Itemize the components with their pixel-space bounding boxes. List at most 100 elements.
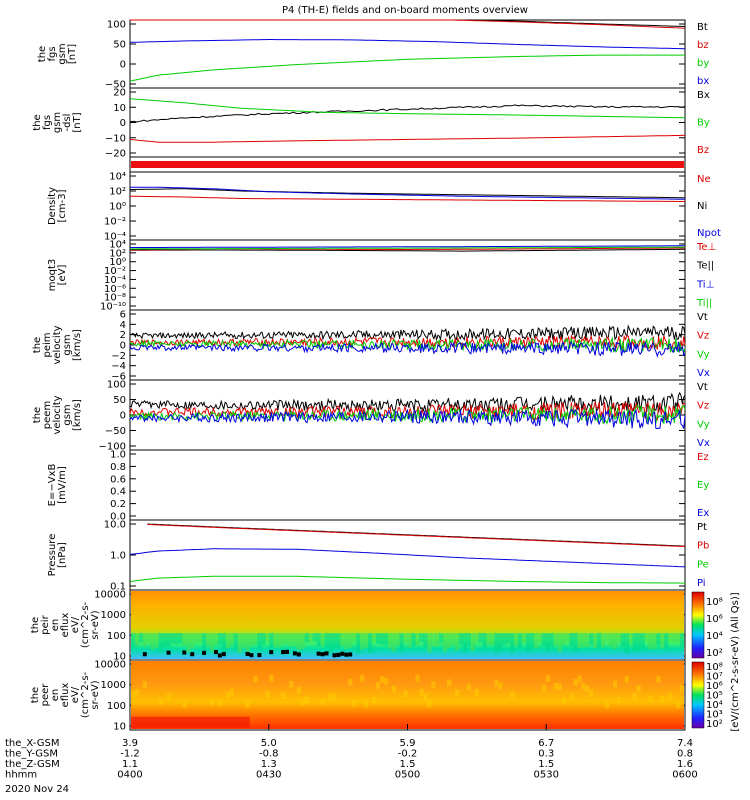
ytick-label: −100 <box>99 442 126 453</box>
spectrogram-cell <box>296 633 302 651</box>
spectrogram-cell <box>644 633 649 642</box>
spectrogram-cell <box>668 693 673 700</box>
series-line-by <box>129 54 685 82</box>
ytick-label: 10⁻⁴ <box>104 232 126 243</box>
legend-label: Bt <box>697 22 708 33</box>
spectrogram-cell <box>162 633 167 647</box>
spectrogram-cell <box>612 680 618 688</box>
ytick-label: 6 <box>120 310 126 321</box>
spectrogram-cell <box>296 652 301 657</box>
ytick-label: 10⁰ <box>109 257 126 268</box>
spectrogram-cell <box>608 633 614 647</box>
spectrogram-cell <box>502 633 507 645</box>
spectrogram-cell <box>289 633 294 647</box>
spectrogram-cell <box>142 716 148 728</box>
spectrogram-cell <box>213 716 219 728</box>
spectrogram-cell <box>466 633 471 646</box>
spectrogram-cell <box>304 633 310 643</box>
colorbar-tick: 10² <box>706 648 723 659</box>
spectrogram-cell <box>395 633 400 646</box>
xaxis-row-label: hhmm <box>5 770 37 781</box>
spectrogram-cell <box>597 633 602 649</box>
xaxis-value: 6.7 <box>538 738 554 749</box>
spectrogram-cell <box>387 633 392 649</box>
spectrogram-cell <box>411 633 416 647</box>
flag-bar <box>131 161 684 168</box>
ytick-label: 10000 <box>94 660 126 671</box>
panel-ylabel: [km/s] <box>72 329 83 361</box>
ytick-label: 50 <box>113 395 126 406</box>
spectrogram-cell <box>526 633 531 652</box>
spectrogram-cell <box>312 633 317 642</box>
ytick-label: 1000 <box>101 610 126 621</box>
ytick-label: 10⁻² <box>104 266 126 277</box>
spectrogram-cell <box>186 633 191 653</box>
spectrogram-cell <box>581 682 586 690</box>
panel-ylabel: gsm <box>57 43 68 64</box>
panel-frame <box>129 171 686 241</box>
legend-label: Vz <box>697 401 709 412</box>
spectrogram-cell <box>245 633 250 654</box>
legend-label: Ex <box>697 508 709 519</box>
legend-label: Bz <box>697 145 709 156</box>
spectrogram-cell <box>336 652 341 657</box>
spectrogram-cell <box>672 633 677 643</box>
spectrogram-cell <box>249 653 254 658</box>
spectrogram-cell <box>150 716 155 728</box>
spectrogram-cell <box>154 633 159 648</box>
panel-ylabel: gsm <box>62 404 73 425</box>
spectrogram-cell <box>474 689 479 696</box>
spectrogram-cell <box>676 701 681 709</box>
spectrogram-cell <box>289 681 294 688</box>
spectrogram-cell <box>221 716 227 728</box>
spectrogram-cell <box>632 633 637 652</box>
spectrogram-cell <box>182 716 187 728</box>
series-line-Ti⊥ <box>130 245 685 248</box>
colorbar-tick: 10⁶ <box>706 614 723 625</box>
series-line-Npot <box>130 186 686 200</box>
spectrogram-cell <box>277 633 282 648</box>
spectrogram-cell <box>281 692 286 699</box>
spectrogram-cell <box>245 701 250 708</box>
legend-label: Ez <box>697 452 709 463</box>
spectrogram-cell <box>146 716 152 728</box>
panel-ylabel: gsm <box>52 112 63 133</box>
spectrogram-cell <box>320 633 325 647</box>
spectrogram-cell <box>269 674 274 682</box>
spectrogram-cell <box>245 716 250 728</box>
xaxis-row-label: the_Z-GSM <box>5 759 60 770</box>
panel-ylabel: peer <box>40 683 51 707</box>
spectrogram-cell <box>498 633 503 651</box>
spectrogram-cell <box>237 633 242 654</box>
colorbar-tick: 10⁵ <box>706 691 723 702</box>
colorbar-tick: 10⁷ <box>706 672 723 683</box>
spectrogram-cell <box>415 633 420 646</box>
panel-ylabel: moqt3 <box>47 259 58 292</box>
spectrogram-cell <box>577 633 582 648</box>
xaxis-value: 1.3 <box>261 759 277 770</box>
series-line-Vx <box>129 341 686 358</box>
spectrogram-cell <box>182 633 187 646</box>
spectrogram-cell <box>443 633 448 652</box>
xaxis-value: 7.4 <box>677 738 693 749</box>
panel-ylabel: [nT] <box>67 44 78 64</box>
spectrogram-cell <box>166 633 171 647</box>
spectrogram-cell <box>190 633 195 649</box>
spectrogram-cell <box>273 633 278 648</box>
spectrogram-cell <box>447 679 452 687</box>
legend-label: Pi <box>697 578 706 589</box>
panel-ylabel: (cm^2-s- <box>80 601 91 648</box>
ytick-label: 0 <box>120 118 126 129</box>
spectrogram-cell <box>636 685 641 693</box>
legend-label: by <box>697 58 709 69</box>
spectrogram-cell <box>142 633 148 647</box>
ytick-label: 20 <box>113 88 126 99</box>
xaxis-value: 1.5 <box>538 759 554 770</box>
spectrogram-cell <box>320 698 325 706</box>
xaxis-value: 3.9 <box>122 738 138 749</box>
spectrogram-cell <box>344 633 349 650</box>
legend-label: Vz <box>697 331 709 342</box>
spectrogram-cell <box>620 633 626 647</box>
spectrogram-cell <box>490 633 495 646</box>
spectrogram-cell <box>324 651 329 656</box>
